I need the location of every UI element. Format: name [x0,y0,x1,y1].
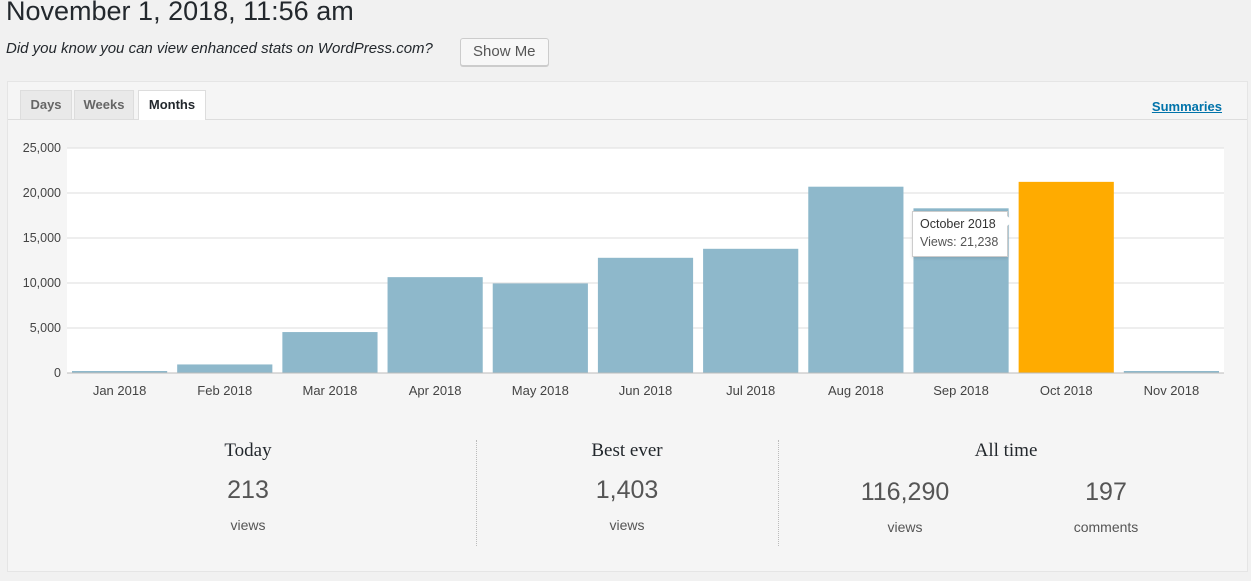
tab-months[interactable]: Months [138,90,206,120]
bar-jan-2018[interactable] [72,371,168,373]
best-ever-unit: views [609,517,645,533]
x-tick-label: Feb 2018 [197,383,252,398]
bar-mar-2018[interactable] [282,332,378,373]
summary-today: Today 213 views [148,440,348,533]
chart-tooltip: October 2018 Views: 21,238 [912,211,1013,257]
x-tick-label: Mar 2018 [302,383,357,398]
today-unit: views [230,517,266,533]
y-tick-label: 0 [54,366,61,380]
x-tick-label: Aug 2018 [828,383,884,398]
summary-divider [778,440,779,546]
x-tick-label: May 2018 [512,383,569,398]
y-tick-label: 15,000 [23,231,61,245]
x-tick-label: Sep 2018 [933,383,989,398]
x-tick-label: Nov 2018 [1144,383,1200,398]
best-ever-value: 1,403 [595,476,659,504]
promo-text: Did you know you can view enhanced stats… [6,40,433,57]
today-heading: Today [224,440,272,461]
bar-aug-2018[interactable] [808,186,904,373]
best-ever-heading: Best ever [591,440,663,461]
summary-section: Today 213 views Best ever 1,403 views Al… [8,422,1247,562]
summary-divider [476,440,477,546]
x-tick-label: Apr 2018 [409,383,462,398]
all-time-heading-col: All time [906,440,1106,462]
y-axis: 0 5,000 10,000 15,000 20,000 25,000 [23,141,61,380]
tooltip-title: October 2018 [920,217,996,231]
bar-apr-2018[interactable] [387,277,483,373]
x-tick-label: Jun 2018 [619,383,673,398]
bar-nov-2018[interactable] [1123,371,1219,373]
stats-panel: Days Weeks Months Summaries 0 5,000 10,000… [7,81,1248,572]
x-axis: Jan 2018 Feb 2018 Mar 2018 Apr 2018 May 2018… [67,372,1224,398]
today-value: 213 [227,476,269,504]
bar-oct-2018[interactable] [1018,181,1114,373]
y-tick-label: 20,000 [23,186,61,200]
summary-all-time-comments: 197 comments [1006,478,1206,535]
all-time-comments-value: 197 [1085,478,1127,506]
all-time-heading: All time [974,440,1038,461]
x-tick-label: Jul 2018 [726,383,775,398]
tooltip-arrow [1007,216,1013,226]
bar-jun-2018[interactable] [597,257,694,373]
bar-feb-2018[interactable] [177,364,273,373]
all-time-views-unit: views [887,519,923,535]
x-tick-label: Jan 2018 [93,383,147,398]
tab-days[interactable]: Days [20,90,72,119]
all-time-comments-unit: comments [1073,519,1139,535]
tooltip-views: Views: 21,238 [920,235,999,249]
summary-best-ever: Best ever 1,403 views [527,440,727,533]
y-tick-label: 5,000 [30,321,61,335]
y-tick-label: 25,000 [23,141,61,155]
y-tick-label: 10,000 [23,276,61,290]
period-tabs: Days Weeks Months Summaries [8,82,1247,120]
x-tick-label: Oct 2018 [1040,383,1093,398]
page-title: November 1, 2018, 11:56 am [6,0,354,26]
summary-all-time-views: 116,290 views [805,478,1005,535]
views-chart: 0 5,000 10,000 15,000 20,000 25,000 Jan 2018 F… [8,120,1247,410]
tab-weeks[interactable]: Weeks [74,90,134,119]
show-me-button[interactable]: Show Me [460,38,549,66]
bar-jul-2018[interactable] [703,248,799,373]
summaries-link[interactable]: Summaries [1151,99,1222,114]
bar-may-2018[interactable] [492,283,588,373]
views-bar-chart: 0 5,000 10,000 15,000 20,000 25,000 Jan 2018 F… [23,141,1224,398]
all-time-views-value: 116,290 [860,478,950,506]
